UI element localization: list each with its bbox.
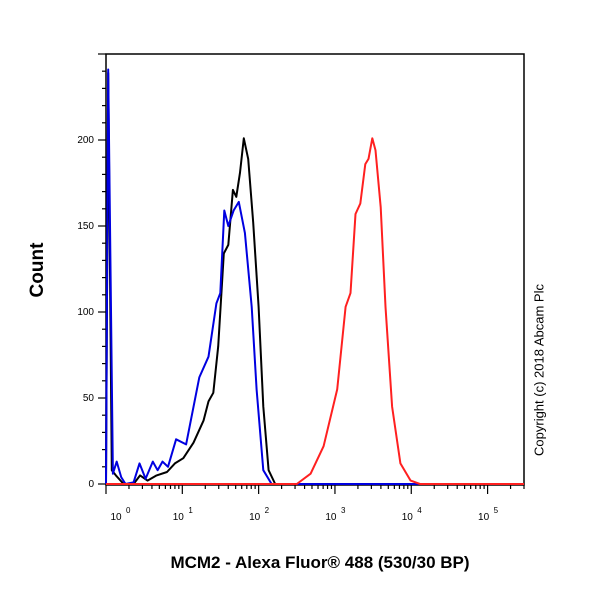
y-tick-label: 150	[77, 221, 94, 232]
x-axis-title: MCM2 - Alexa Fluor® 488 (530/30 BP)	[170, 553, 470, 572]
x-tick-label: 10	[110, 512, 122, 523]
plot-frame	[105, 53, 525, 486]
blue-histogram-line	[105, 68, 524, 485]
x-tick-label: 10	[173, 512, 185, 523]
x-tick-label: 10	[325, 512, 337, 523]
series-group	[105, 68, 524, 485]
x-tick-exponent: 4	[417, 506, 422, 515]
x-tick-label: 10	[478, 512, 490, 523]
x-tick-label: 10	[402, 512, 414, 523]
y-axis-title: Count	[27, 242, 48, 298]
y-tick-label: 0	[88, 479, 94, 490]
black-histogram-line	[105, 71, 524, 485]
red-histogram-line	[106, 137, 524, 485]
x-tick-exponent: 5	[494, 506, 499, 515]
x-tick-exponent: 3	[341, 506, 346, 515]
y-tick-label: 100	[77, 307, 94, 318]
copyright-notice: Copyright (c) 2018 Abcam Plc	[531, 284, 547, 456]
x-tick-exponent: 0	[126, 506, 131, 515]
x-tick-exponent: 1	[188, 506, 193, 515]
x-tick-label: 10	[249, 512, 261, 523]
y-tick-label: 200	[77, 135, 94, 146]
y-tick-label: 50	[83, 393, 95, 404]
x-tick-exponent: 2	[265, 506, 270, 515]
y-axis: 0 50 100 150 200	[77, 53, 106, 490]
